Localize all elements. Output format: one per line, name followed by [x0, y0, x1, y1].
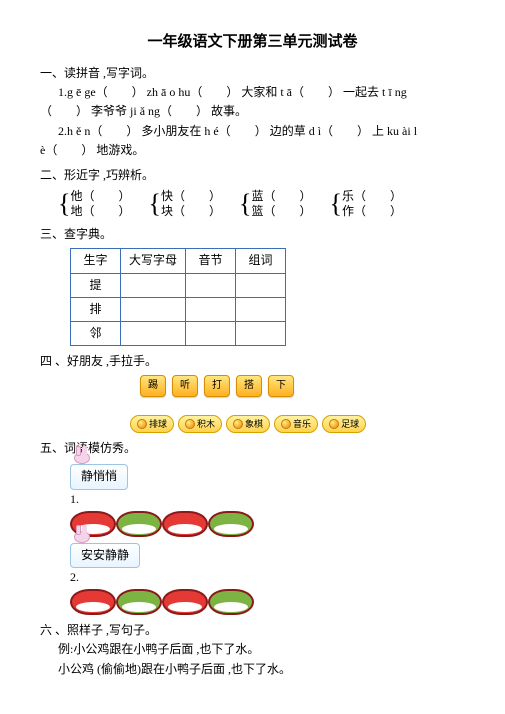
col-header: 音节 — [186, 249, 236, 273]
answer-slot[interactable] — [208, 589, 254, 615]
verb-button[interactable]: 听 — [172, 375, 198, 397]
q2-line2: è（ ） 地游戏。 — [40, 141, 465, 160]
blank[interactable] — [172, 102, 196, 121]
t: ） 故事。 — [196, 104, 247, 118]
num-2: 2. — [70, 570, 79, 584]
example-label-1: 静悄悄 — [70, 464, 128, 489]
num-1: 1. — [70, 492, 79, 506]
table-cell[interactable] — [236, 273, 286, 297]
blank[interactable] — [57, 141, 81, 160]
object-chips-row: 排球积木象棋音乐足球 — [40, 415, 465, 433]
verb-button[interactable]: 搭 — [236, 375, 262, 397]
section-5-heading: 五、词语模仿秀。 — [40, 439, 465, 458]
bunny-icon — [72, 450, 90, 464]
verb-button[interactable]: 打 — [204, 375, 230, 397]
item-2: 安安静静 2. — [40, 543, 465, 615]
t: ） 多小朋友在 h é（ — [126, 124, 230, 138]
t: ） 地游戏。 — [81, 143, 144, 157]
answer-slot[interactable] — [162, 589, 208, 615]
filled-sentence: 小公鸡 (偷偷地)跟在小鸭子后面 ,也下了水。 — [40, 660, 465, 679]
answer-slot[interactable] — [116, 589, 162, 615]
section-3: 三、查字典。 生字大写字母音节组词 提排邻 — [40, 225, 465, 346]
noun-chip[interactable]: 音乐 — [274, 415, 318, 433]
t: （ — [40, 104, 52, 118]
item-1: 静悄悄 1. — [40, 464, 465, 536]
verb-button[interactable]: 下 — [268, 375, 294, 397]
section-1-heading: 一、读拼音 ,写字词。 — [40, 64, 465, 83]
answer-slot[interactable] — [116, 511, 162, 537]
table-cell[interactable] — [186, 273, 236, 297]
noun-chip[interactable]: 象棋 — [226, 415, 270, 433]
answer-slots-2[interactable] — [70, 589, 465, 615]
t: ） 大家和 t ā（ — [226, 85, 304, 99]
example-sentence: 例:小公鸡跟在小鸭子后面 ,也下了水。 — [40, 640, 465, 659]
q1-line2: （ ） 李爷爷 ji ǎ ng（ ） 故事。 — [40, 102, 465, 121]
col-header: 大写字母 — [121, 249, 186, 273]
table-cell[interactable] — [186, 321, 236, 345]
t: 1.g ē ge（ — [58, 85, 108, 99]
q2-line1: 2.h ě n（ ） 多小朋友在 h é（ ） 边的草 d ì（ ） 上 ku … — [40, 122, 465, 141]
section-2-heading: 二、形近字 ,巧辨析。 — [40, 166, 465, 185]
t: ） 一起去 t ī ng — [328, 85, 407, 99]
answer-slot[interactable] — [70, 589, 116, 615]
table-row: 排 — [71, 297, 286, 321]
answer-slot[interactable] — [208, 511, 254, 537]
col-header: 生字 — [71, 249, 121, 273]
blank[interactable] — [52, 102, 76, 121]
blank[interactable] — [108, 83, 132, 102]
t: ） 边的草 d ì（ — [255, 124, 333, 138]
table-cell[interactable] — [236, 321, 286, 345]
col-header: 组词 — [236, 249, 286, 273]
blank[interactable] — [304, 83, 328, 102]
table-cell[interactable] — [121, 273, 186, 297]
brace-pairs: {他（ ）地（ ）{快（ ）块（ ）{蓝（ ）篮（ ）{乐（ ）作（ ） — [40, 189, 465, 219]
table-cell[interactable] — [121, 297, 186, 321]
answer-slot[interactable] — [162, 511, 208, 537]
section-6: 六 、照样子 ,写句子。 例:小公鸡跟在小鸭子后面 ,也下了水。 小公鸡 (偷偷… — [40, 621, 465, 679]
dictionary-table: 生字大写字母音节组词 提排邻 — [70, 248, 286, 346]
bunny-icon — [72, 529, 90, 543]
table-row: 提 — [71, 273, 286, 297]
blank[interactable] — [333, 122, 357, 141]
t: ） 上 ku ài l — [357, 124, 417, 138]
section-2: 二、形近字 ,巧辨析。 {他（ ）地（ ）{快（ ）块（ ）{蓝（ ）篮（ ）{… — [40, 166, 465, 219]
action-buttons-row: 踢听打搭下 — [40, 375, 465, 397]
t: è（ — [40, 143, 57, 157]
example-label-2: 安安静静 — [70, 543, 140, 568]
q1-line1: 1.g ē ge（ ） zh ā o hu（ ） 大家和 t ā（ ） 一起去 … — [40, 83, 465, 102]
section-4-heading: 四 、好朋友 ,手拉手。 — [40, 352, 465, 371]
answer-slots-1[interactable] — [70, 511, 465, 537]
t: 2.h ě n（ — [58, 124, 102, 138]
noun-chip[interactable]: 足球 — [322, 415, 366, 433]
blank[interactable] — [202, 83, 226, 102]
section-3-heading: 三、查字典。 — [40, 225, 465, 244]
blank[interactable] — [102, 122, 126, 141]
t: ） 李爷爷 ji ǎ ng（ — [76, 104, 172, 118]
section-1: 一、读拼音 ,写字词。 1.g ē ge（ ） zh ā o hu（ ） 大家和… — [40, 64, 465, 160]
table-row: 邻 — [71, 321, 286, 345]
blank[interactable] — [231, 122, 255, 141]
table-cell[interactable] — [121, 321, 186, 345]
verb-button[interactable]: 踢 — [140, 375, 166, 397]
section-5: 五、词语模仿秀。 静悄悄 1. 安安静静 2. — [40, 439, 465, 615]
table-cell[interactable] — [236, 297, 286, 321]
section-4: 四 、好朋友 ,手拉手。 踢听打搭下 排球积木象棋音乐足球 — [40, 352, 465, 433]
noun-chip[interactable]: 排球 — [130, 415, 174, 433]
table-cell[interactable] — [186, 297, 236, 321]
page-title: 一年级语文下册第三单元测试卷 — [40, 30, 465, 54]
noun-chip[interactable]: 积木 — [178, 415, 222, 433]
t: ） zh ā o hu（ — [132, 85, 203, 99]
section-6-heading: 六 、照样子 ,写句子。 — [40, 621, 465, 640]
